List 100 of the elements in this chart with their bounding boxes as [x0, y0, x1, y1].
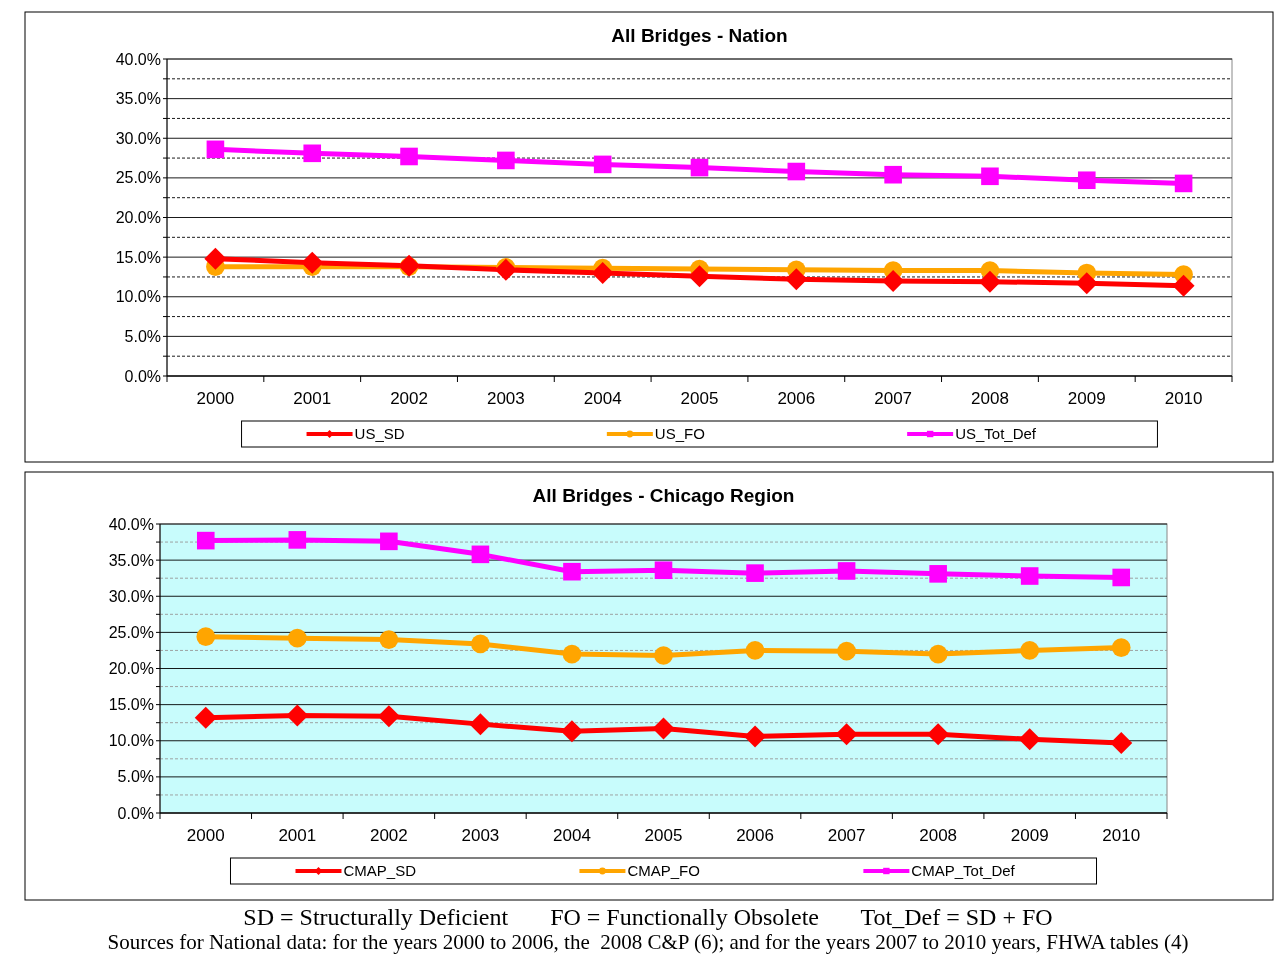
point — [837, 562, 856, 580]
x-tick-label: 2005 — [644, 826, 683, 845]
point — [787, 162, 806, 181]
x-tick-label: 2002 — [369, 826, 408, 845]
y-tick-label: 0.0% — [117, 804, 154, 822]
point — [287, 628, 307, 648]
point — [1111, 638, 1131, 657]
point — [654, 561, 673, 580]
x-tick-label: 2000 — [196, 389, 235, 408]
x-tick-label: 2005 — [680, 389, 719, 408]
point — [471, 545, 490, 564]
x-tick-label: 2001 — [278, 826, 317, 845]
x-tick-label: 2007 — [874, 389, 913, 408]
point — [497, 151, 515, 170]
point — [469, 713, 492, 736]
y-tick-label: 40.0% — [108, 515, 154, 533]
point — [652, 717, 675, 740]
point — [377, 705, 400, 728]
legend-label: US_Tot_Def — [955, 425, 1037, 443]
point — [380, 532, 398, 551]
point — [593, 155, 612, 174]
point — [1018, 728, 1041, 751]
y-tick-label: 15.0% — [115, 248, 161, 266]
point — [591, 261, 614, 284]
point — [379, 630, 399, 649]
x-tick-label: 2003 — [486, 389, 525, 408]
x-tick-label: 2006 — [777, 389, 816, 408]
point — [286, 704, 309, 727]
x-tick-label: 2008 — [971, 389, 1009, 408]
point — [196, 531, 215, 550]
point — [745, 641, 765, 660]
point — [927, 723, 950, 746]
point — [978, 270, 1001, 293]
point — [560, 720, 583, 743]
point — [1020, 567, 1039, 585]
point — [1110, 731, 1133, 754]
point — [194, 706, 217, 729]
legend-label: CMAP_FO — [627, 862, 700, 880]
y-tick-label: 40.0% — [115, 50, 161, 68]
x-tick-label: 2000 — [186, 826, 225, 845]
point — [928, 644, 948, 664]
point — [1174, 174, 1193, 193]
point — [1020, 641, 1040, 660]
point — [471, 634, 490, 654]
chart-title: All Bridges - Nation — [611, 25, 788, 46]
point — [204, 247, 227, 270]
point — [303, 144, 322, 163]
x-tick-label: 2006 — [736, 826, 774, 845]
y-tick-label: 20.0% — [108, 660, 154, 678]
x-tick-label: 2010 — [1102, 826, 1141, 845]
point — [1075, 272, 1098, 295]
x-tick-label: 2004 — [553, 826, 591, 845]
y-tick-label: 0.0% — [124, 367, 161, 385]
point — [206, 140, 225, 159]
point — [196, 627, 216, 647]
y-tick-label: 10.0% — [108, 732, 154, 750]
point — [746, 564, 764, 582]
legend-label: CMAP_Tot_Def — [911, 862, 1016, 880]
y-tick-label: 30.0% — [115, 129, 161, 147]
x-tick-label: 2002 — [390, 389, 428, 408]
source-note: Sources for National data: for the years 2000 to 2006, the 2008 C&P (6); and for the years 2007 to 2010 years, FHWA tables (4) — [107, 930, 1189, 954]
x-tick-label: 2004 — [583, 389, 622, 408]
point — [301, 251, 324, 274]
y-tick-label: 20.0% — [115, 209, 161, 227]
x-tick-label: 2009 — [1010, 826, 1049, 845]
point — [882, 269, 905, 292]
x-tick-label: 2010 — [1164, 389, 1203, 408]
legend-label: CMAP_SD — [343, 862, 417, 880]
y-tick-label: 5.0% — [117, 768, 154, 786]
point — [1172, 274, 1195, 297]
point — [288, 531, 307, 549]
y-tick-label: 35.0% — [115, 90, 161, 108]
point — [562, 644, 582, 664]
point — [690, 158, 709, 177]
y-tick-label: 35.0% — [108, 551, 154, 569]
x-tick-label: 2008 — [919, 826, 958, 845]
point — [1112, 568, 1131, 587]
x-tick-label: 2009 — [1067, 389, 1106, 408]
y-tick-label: 5.0% — [124, 327, 161, 345]
y-tick-label: 10.0% — [115, 288, 161, 306]
legend-label: US_FO — [654, 425, 705, 443]
point — [837, 641, 856, 661]
point — [981, 167, 999, 186]
x-tick-label: 2001 — [293, 389, 332, 408]
point — [563, 562, 581, 581]
y-tick-label: 15.0% — [108, 696, 154, 714]
legend-label: US_SD — [354, 425, 405, 443]
point — [929, 565, 947, 583]
text: SD = Structurally Deficient FO = Functionally Obsolete Tot_Def = SD + FO — [243, 904, 1053, 930]
y-tick-label: 25.0% — [115, 169, 161, 187]
y-tick-label: 30.0% — [108, 587, 154, 605]
point — [654, 646, 673, 665]
point — [884, 165, 902, 184]
point — [1077, 171, 1096, 190]
y-tick-label: 25.0% — [108, 623, 154, 641]
x-tick-label: 2007 — [827, 826, 866, 845]
point — [744, 725, 767, 748]
x-tick-label: 2003 — [461, 826, 500, 845]
point — [688, 265, 711, 288]
point — [785, 268, 808, 291]
